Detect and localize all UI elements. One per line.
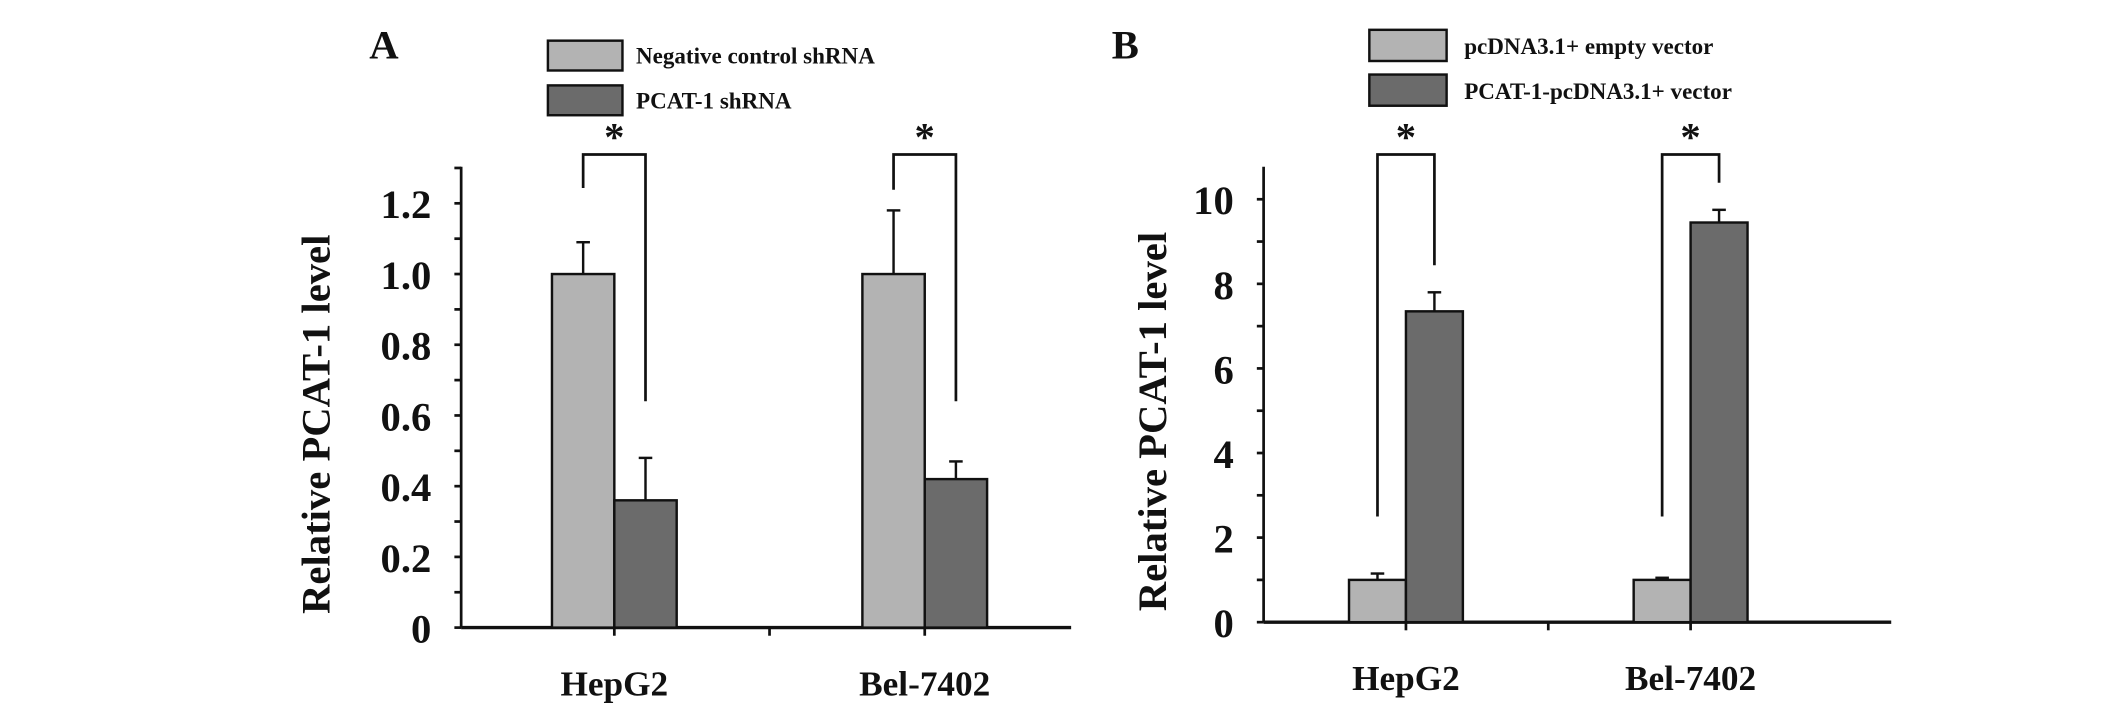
significance-bracket — [1376, 153, 1436, 517]
y-tick-label: 0.4 — [381, 465, 432, 510]
bar-hepg2-series-2 — [1404, 310, 1465, 624]
y-tick-label: 0 — [411, 607, 431, 652]
significance-star: * — [1680, 114, 1700, 159]
y-axis-label: Relative PCAT-1 level — [294, 235, 339, 614]
y-tick-label: 4 — [1213, 432, 1233, 477]
chart-panel-a: A 0 0.2 0.4 0.6 0.8 1.0 1.2 Relative PCAT-1 leve… — [294, 22, 1072, 703]
bar-bel-7402-series-1 — [1632, 578, 1692, 624]
y-tick-label: 1.0 — [381, 253, 432, 298]
x-tick-label: Bel-7402 — [859, 664, 990, 703]
chart-panel-b: B 0 2 4 6 8 10 Relative PCAT-1 level HepG2 * Bel-7… — [1112, 22, 1892, 698]
y-tick-label: 0 — [1213, 601, 1233, 646]
bar-bel-7402-series-2 — [923, 477, 989, 629]
legend-label: pcDNA3.1+ empty vector — [1464, 33, 1713, 59]
y-tick-label: 0.8 — [381, 324, 432, 369]
significance-star: * — [915, 114, 935, 159]
y-tick-label: 8 — [1213, 263, 1233, 308]
panel-label: B — [1112, 22, 1139, 67]
legend-label: PCAT-1 shRNA — [636, 87, 792, 113]
bar-bel-7402-series-2 — [1689, 221, 1749, 624]
x-tick-label: HepG2 — [1352, 659, 1460, 698]
bar-hepg2-series-2 — [613, 499, 678, 629]
legend-swatch — [546, 84, 624, 117]
legend-swatch — [1368, 73, 1448, 107]
significance-star: * — [1396, 114, 1416, 159]
significance-star: * — [604, 114, 624, 159]
bar-hepg2-series-1 — [550, 272, 616, 629]
bar-bel-7402-series-1 — [861, 272, 926, 629]
y-tick-label: 1.2 — [381, 182, 432, 227]
y-tick-label: 0.6 — [381, 394, 432, 439]
x-tick-label: Bel-7402 — [1625, 659, 1756, 698]
panel-label: A — [369, 22, 399, 67]
y-tick-label: 0.2 — [381, 536, 432, 581]
significance-bracket — [581, 153, 647, 402]
y-tick-label: 2 — [1213, 517, 1233, 562]
x-tick-label: HepG2 — [560, 664, 668, 703]
y-tick-label: 6 — [1213, 347, 1233, 392]
legend-swatch — [1368, 28, 1448, 63]
significance-bracket — [1660, 153, 1721, 517]
legend-label: Negative control shRNA — [636, 43, 875, 69]
significance-bracket — [892, 153, 958, 402]
legend-label: PCAT-1-pcDNA3.1+ vector — [1464, 78, 1732, 104]
y-axis-label: Relative PCAT-1 level — [1130, 232, 1175, 611]
legend-swatch — [546, 39, 624, 72]
y-tick-label: 10 — [1193, 178, 1234, 223]
bar-hepg2-series-1 — [1347, 578, 1408, 624]
